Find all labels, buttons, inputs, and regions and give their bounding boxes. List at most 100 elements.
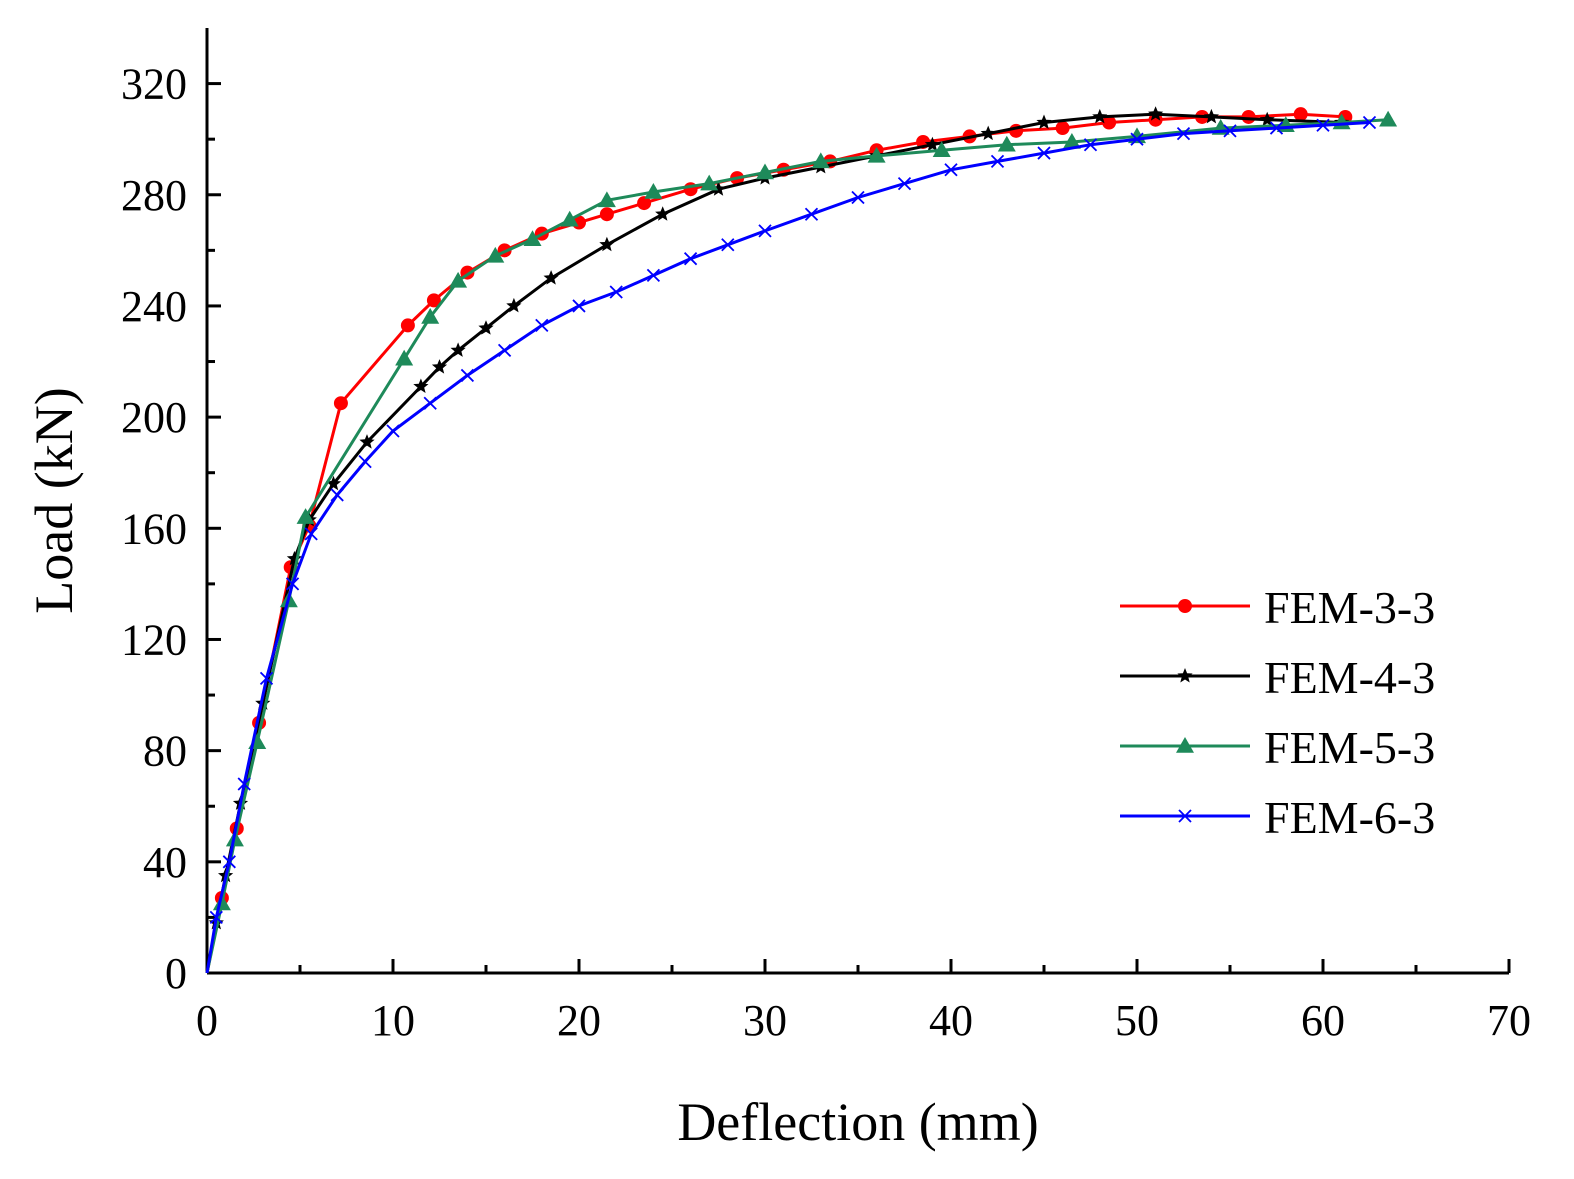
legend-marker xyxy=(1178,599,1192,613)
data-point xyxy=(1176,126,1191,141)
data-point xyxy=(1062,132,1081,149)
data-point xyxy=(851,190,865,205)
data-point xyxy=(286,550,302,566)
data-point xyxy=(413,378,429,393)
legend-marker xyxy=(1178,809,1192,823)
legend-marker xyxy=(1177,668,1193,683)
y-tick-label: 200 xyxy=(121,393,187,442)
data-point xyxy=(721,238,735,252)
series-line xyxy=(205,112,1342,974)
data-point xyxy=(637,196,652,211)
data-point xyxy=(646,268,661,283)
data-point xyxy=(423,396,437,410)
legend-item-fem-4-3: FEM-4-3 xyxy=(1120,652,1435,703)
series-fem-3-3 xyxy=(205,107,1353,974)
legend-label: FEM-6-3 xyxy=(1264,792,1435,843)
x-tick-label: 40 xyxy=(929,996,973,1045)
data-point xyxy=(285,577,300,591)
data-point xyxy=(1379,110,1398,127)
data-point xyxy=(867,146,886,163)
data-point xyxy=(758,224,772,238)
data-point xyxy=(560,210,579,227)
data-point xyxy=(450,342,466,357)
data-point xyxy=(597,191,616,208)
data-point xyxy=(1102,115,1117,130)
x-tick-label: 60 xyxy=(1301,996,1345,1045)
legend-item-fem-6-3: FEM-6-3 xyxy=(1120,792,1435,843)
data-point xyxy=(700,174,719,191)
data-point xyxy=(1241,109,1256,124)
y-tick-label: 280 xyxy=(121,171,187,220)
data-point xyxy=(1203,108,1219,124)
data-point xyxy=(486,246,505,263)
y-tick-label: 40 xyxy=(143,838,187,887)
data-point xyxy=(756,163,774,180)
legend-marker xyxy=(1176,737,1194,753)
data-point xyxy=(535,318,549,333)
data-point xyxy=(609,285,623,299)
data-point xyxy=(1269,121,1284,135)
legend: FEM-3-3 FEM-4-3 FEM-5-3 FEM-6-3 xyxy=(1120,582,1435,843)
data-point xyxy=(1083,138,1098,152)
data-point xyxy=(449,271,468,288)
data-point xyxy=(897,177,912,191)
data-point xyxy=(990,154,1005,169)
data-point xyxy=(932,141,951,158)
data-point xyxy=(924,136,940,152)
data-point xyxy=(209,910,223,925)
data-point xyxy=(599,207,614,222)
data-point xyxy=(1130,132,1144,146)
x-tick-label: 10 xyxy=(371,996,415,1045)
x-tick-label: 20 xyxy=(557,996,601,1045)
data-point xyxy=(655,206,671,221)
data-point xyxy=(431,359,448,374)
data-point xyxy=(1293,107,1308,122)
data-point xyxy=(497,343,512,358)
data-point xyxy=(599,236,615,252)
series-fem-4-3 xyxy=(205,106,1350,974)
data-point xyxy=(304,527,318,541)
data-point xyxy=(395,349,414,366)
data-point xyxy=(683,252,698,266)
data-point xyxy=(296,508,315,524)
data-point xyxy=(460,368,475,383)
x-axis-title: Deflection (mm) xyxy=(677,1092,1038,1152)
data-point xyxy=(237,777,251,791)
data-point xyxy=(478,320,494,335)
x-tick-label: 30 xyxy=(743,996,787,1045)
data-point xyxy=(997,135,1016,152)
series-line xyxy=(205,121,1370,974)
y-tick-label: 80 xyxy=(143,727,187,776)
data-point xyxy=(572,299,586,313)
series-fem-5-3 xyxy=(205,110,1398,974)
data-point xyxy=(543,270,559,285)
data-point xyxy=(1148,106,1164,121)
data-point xyxy=(1259,111,1275,127)
data-point xyxy=(980,125,996,141)
series-line xyxy=(205,118,1389,974)
legend-item-fem-5-3: FEM-5-3 xyxy=(1120,722,1435,773)
y-tick-label: 120 xyxy=(121,615,187,664)
data-point xyxy=(710,181,727,196)
data-point xyxy=(1362,115,1377,130)
data-point xyxy=(426,293,441,308)
data-point xyxy=(259,671,274,686)
data-point xyxy=(944,163,958,177)
y-tick-label: 0 xyxy=(165,949,187,998)
data-point xyxy=(400,318,415,333)
series-line xyxy=(205,112,1346,974)
data-point xyxy=(222,855,236,869)
y-axis-title: Load (kN) xyxy=(24,387,84,613)
data-point xyxy=(325,475,342,491)
data-point xyxy=(359,434,375,449)
axes: 0 10 20 30 40 50 60 70 0 40 80 120 160 200 240 280 320 xyxy=(121,28,1531,1045)
series-fem-6-3 xyxy=(205,115,1377,974)
data-point xyxy=(811,152,830,169)
x-tick-label: 70 xyxy=(1487,996,1531,1045)
data-point xyxy=(1055,121,1070,136)
data-point xyxy=(1223,124,1237,138)
data-point xyxy=(333,396,348,411)
y-tick-label: 160 xyxy=(121,504,187,553)
data-point xyxy=(358,454,372,469)
